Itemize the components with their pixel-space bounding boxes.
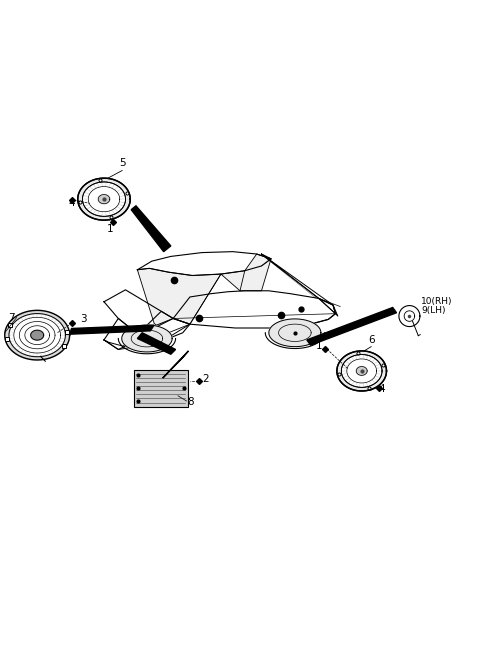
Text: 1: 1 xyxy=(107,224,113,234)
Bar xyxy=(134,369,188,407)
Polygon shape xyxy=(262,254,336,328)
Text: 2: 2 xyxy=(202,374,208,384)
Polygon shape xyxy=(221,254,271,291)
Text: 9(LH): 9(LH) xyxy=(421,306,446,315)
Polygon shape xyxy=(70,325,154,334)
Polygon shape xyxy=(78,178,130,220)
Polygon shape xyxy=(307,308,396,345)
Text: 7: 7 xyxy=(9,312,15,323)
Text: 8: 8 xyxy=(188,397,194,407)
Text: 4: 4 xyxy=(378,384,385,394)
Polygon shape xyxy=(122,325,172,352)
Polygon shape xyxy=(131,206,171,252)
Polygon shape xyxy=(137,252,271,276)
Polygon shape xyxy=(31,330,44,340)
Polygon shape xyxy=(104,318,190,350)
Polygon shape xyxy=(137,333,176,354)
Text: 6: 6 xyxy=(368,335,374,345)
Polygon shape xyxy=(269,319,321,346)
Polygon shape xyxy=(104,312,173,350)
Polygon shape xyxy=(5,310,70,360)
Polygon shape xyxy=(163,351,189,378)
Polygon shape xyxy=(137,268,221,334)
Text: 1: 1 xyxy=(315,341,322,351)
Polygon shape xyxy=(337,351,386,391)
Polygon shape xyxy=(104,290,190,342)
Polygon shape xyxy=(98,195,110,204)
Text: 4: 4 xyxy=(69,198,75,208)
Polygon shape xyxy=(173,291,336,328)
Text: 3: 3 xyxy=(81,314,87,325)
Text: 5: 5 xyxy=(119,158,125,168)
Text: 10(RH): 10(RH) xyxy=(421,297,453,306)
Polygon shape xyxy=(356,367,367,375)
